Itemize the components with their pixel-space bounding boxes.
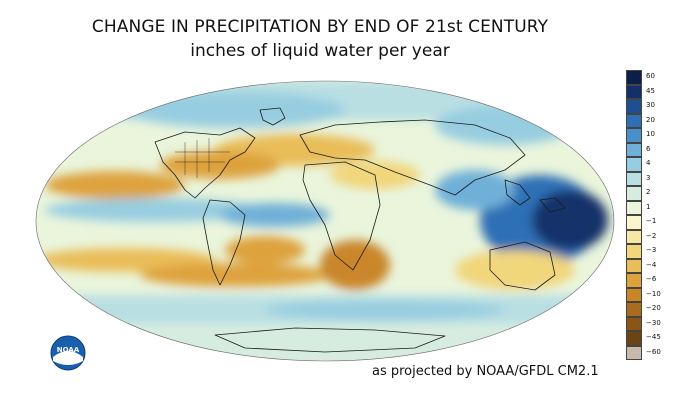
- legend-swatch: [626, 200, 642, 215]
- map-title: CHANGE IN PRECIPITATION BY END OF 21st C…: [91, 17, 549, 37]
- itcz-atlantic-wet: [220, 203, 330, 227]
- noaa-logo: NOAA: [50, 335, 86, 371]
- legend-swatch: [626, 244, 642, 259]
- maritime-islands-outline: [539, 197, 566, 213]
- legend-label: −45: [646, 333, 661, 341]
- legend-swatch: [626, 128, 642, 143]
- legend-swatch: [626, 171, 642, 186]
- us-state-borders: [175, 138, 230, 178]
- atlantic-dry-band: [160, 151, 280, 179]
- south-asia-wet: [435, 170, 515, 210]
- globe-outline: [35, 80, 615, 362]
- south-atlantic-dry: [140, 263, 330, 287]
- legend-swatch: [626, 84, 642, 99]
- legend-label: −60: [646, 347, 661, 356]
- precipitation-map: [35, 80, 615, 362]
- noaa-logo-icon: NOAA: [50, 335, 86, 371]
- legend-swatch: [626, 99, 642, 114]
- legend-label: 60: [646, 72, 655, 80]
- legend-swatch: [626, 316, 642, 331]
- brazil-dry: [225, 236, 305, 264]
- antarctica-outline: [214, 327, 446, 353]
- legend-swatch: [626, 345, 642, 360]
- color-legend: 60 45 30 20 10 6 4 3 2 1 −1 −2 −3 −4 −6 −10 −20 −30 −45 −60: [626, 70, 686, 360]
- legend-label: −3: [646, 246, 657, 254]
- legend-label: −30: [646, 318, 661, 327]
- legend-swatch: [626, 157, 642, 172]
- legend-swatch: [626, 142, 642, 157]
- legend-swatch: [626, 331, 642, 346]
- legend-label: −2: [646, 231, 657, 240]
- noaa-logo-text: NOAA: [57, 346, 80, 354]
- north-atlantic-wet: [125, 92, 345, 128]
- west-pacific-very-wet: [532, 190, 608, 250]
- legend-swatch: [626, 287, 642, 302]
- north-pacific-wet: [435, 105, 575, 145]
- south-pacific-dry: [36, 248, 215, 272]
- greenland-outline: [259, 107, 286, 126]
- legend-swatch: [626, 186, 642, 201]
- legend-label: 1: [646, 202, 651, 211]
- legend-swatch: [626, 215, 642, 230]
- legend-label: −20: [646, 304, 661, 312]
- title-block: CHANGE IN PRECIPITATION BY END OF 21st C…: [0, 16, 640, 63]
- south-america-outline: [202, 199, 246, 286]
- credit-text: as projected by NOAA/GFDL CM2.1: [372, 364, 599, 379]
- legend-swatch: [626, 302, 642, 317]
- eurasia-outline: [299, 119, 526, 196]
- legend-swatch: [626, 70, 642, 85]
- coastlines: [154, 107, 566, 353]
- legend-label: 2: [646, 188, 651, 196]
- legend-label: 20: [646, 115, 655, 124]
- legend-label: 30: [646, 101, 655, 109]
- legend-label: 45: [646, 86, 655, 95]
- itcz-pacific-wet: [45, 198, 265, 222]
- north-america-outline: [154, 127, 256, 199]
- legend-swatch: [626, 113, 642, 128]
- legend-label: −4: [646, 260, 657, 269]
- legend-swatch: [626, 229, 642, 244]
- legend-label: −1: [646, 217, 657, 225]
- southeast-asia-outline: [504, 179, 531, 206]
- australia-dry: [455, 250, 575, 290]
- antarctic-band: [36, 328, 614, 361]
- africa-outline: [302, 161, 381, 271]
- map-subtitle: inches of liquid water per year: [190, 41, 450, 61]
- legend-label: 4: [646, 159, 651, 167]
- legend-swatch: [626, 258, 642, 273]
- legend-label: 3: [646, 173, 651, 182]
- legend-label: −6: [646, 275, 657, 283]
- east-pacific-dry: [45, 171, 185, 199]
- southern-africa-dry: [320, 240, 390, 290]
- legend-label: 10: [646, 130, 655, 138]
- southern-ocean-wet-core: [265, 300, 505, 320]
- legend-label: 6: [646, 144, 651, 153]
- australia-outline: [489, 241, 556, 291]
- legend-label: −10: [646, 289, 661, 298]
- legend-swatch: [626, 273, 642, 288]
- precipitation-field: [36, 81, 614, 361]
- map-svg: [35, 80, 615, 362]
